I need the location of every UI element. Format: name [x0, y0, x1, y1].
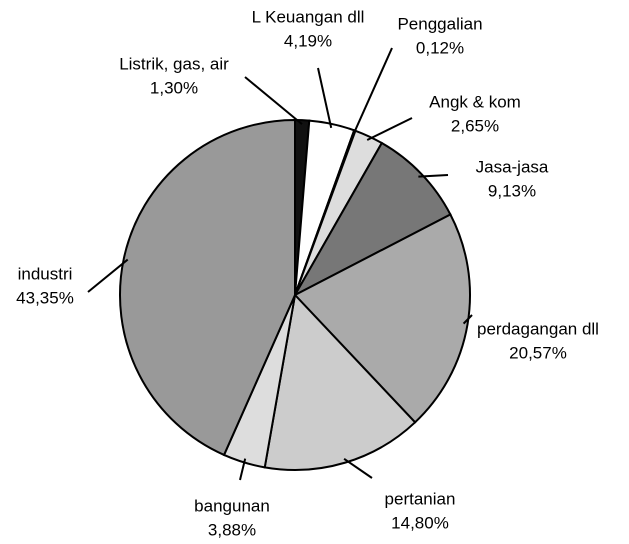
slice-value-label: 14,80% [391, 513, 449, 532]
slice-label: L Keuangan dll [252, 7, 365, 26]
slice-label: Angk & kom [429, 92, 521, 111]
leader-line [366, 117, 413, 141]
leader-line [317, 67, 333, 129]
slice-value-label: 43,35% [16, 288, 74, 307]
slice-label: pertanian [385, 489, 456, 508]
slice-value-label: 0,12% [416, 38, 464, 57]
leader-line [418, 174, 449, 178]
leader-line [244, 76, 303, 125]
slice-label: Listrik, gas, air [119, 54, 229, 73]
slice-label: Penggalian [397, 14, 482, 33]
leader-line [462, 314, 473, 325]
slice-value-label: 1,30% [150, 78, 198, 97]
slice-value-label: 9,13% [488, 181, 536, 200]
slice-label: bangunan [194, 496, 270, 515]
pie-slice [263, 292, 417, 471]
leader-line [352, 47, 393, 135]
slice-value-label: 3,88% [208, 520, 256, 539]
leader-line [343, 457, 373, 479]
leader-line [87, 258, 129, 293]
slice-value-label: 20,57% [509, 343, 567, 362]
slice-value-label: 4,19% [284, 31, 332, 50]
slice-label: Jasa-jasa [476, 157, 549, 176]
leader-line [239, 458, 247, 481]
slice-value-label: 2,65% [451, 116, 499, 135]
slice-label: industri [18, 264, 73, 283]
pie-slice [119, 118, 296, 457]
slice-label: perdagangan dll [477, 319, 599, 338]
pie-slice [292, 141, 452, 298]
pie-slice [293, 213, 471, 424]
